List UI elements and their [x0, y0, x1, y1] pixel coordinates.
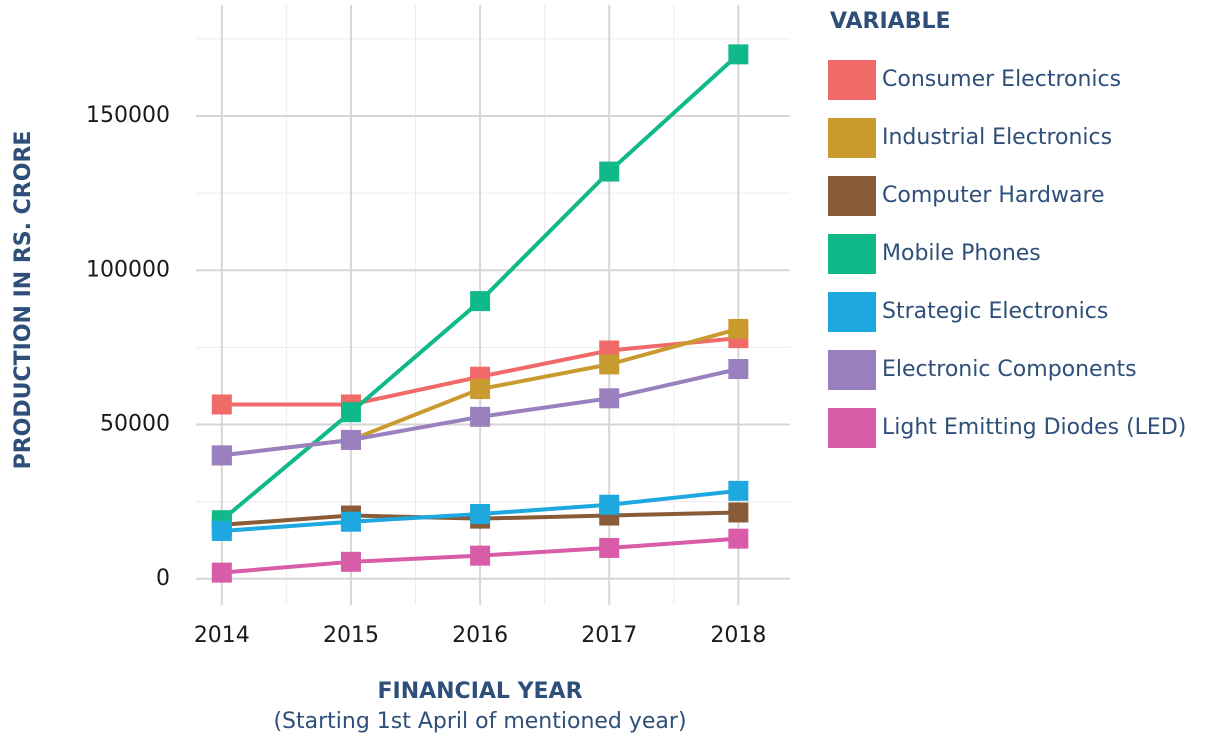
x-tick-label: 2016	[452, 623, 508, 648]
legend-label: Computer Hardware	[882, 183, 1105, 208]
legend-key	[828, 292, 876, 332]
point-marker	[470, 545, 491, 566]
point-marker	[470, 379, 491, 400]
point-marker	[340, 551, 361, 572]
point-marker	[728, 528, 749, 549]
point-marker	[599, 161, 620, 182]
legend-label: Consumer Electronics	[882, 67, 1121, 92]
point-marker	[728, 502, 749, 523]
point-marker	[340, 511, 361, 532]
legend-key	[828, 408, 876, 448]
point-marker	[728, 318, 749, 339]
point-marker	[211, 562, 232, 583]
point-marker	[728, 480, 749, 501]
point-marker	[599, 537, 620, 558]
point-marker	[599, 494, 620, 515]
y-tick-label: 0	[156, 566, 170, 591]
point-marker	[211, 445, 232, 466]
point-marker	[599, 388, 620, 409]
legend-key	[828, 118, 876, 158]
x-axis-note: (Starting 1st April of mentioned year)	[273, 709, 686, 734]
point-marker	[599, 354, 620, 375]
legend-title: VARIABLE	[830, 9, 951, 34]
point-marker	[728, 359, 749, 380]
x-tick-label: 2018	[710, 623, 766, 648]
point-marker	[340, 402, 361, 423]
legend-key	[828, 176, 876, 216]
y-tick-label: 150000	[86, 103, 170, 128]
y-tick-label: 50000	[100, 412, 170, 437]
x-tick-label: 2015	[323, 623, 379, 648]
point-marker	[728, 44, 749, 65]
y-tick-label: 100000	[86, 257, 170, 282]
legend-key	[828, 60, 876, 100]
point-marker	[340, 429, 361, 450]
legend-label: Electronic Components	[882, 357, 1137, 382]
legend-label: Industrial Electronics	[882, 125, 1112, 150]
x-tick-label: 2014	[194, 623, 250, 648]
point-marker	[211, 394, 232, 415]
y-axis-title: PRODUCTION IN RS. CRORE	[11, 131, 36, 470]
point-marker	[470, 291, 491, 312]
legend-label: Light Emitting Diodes (LED)	[882, 415, 1186, 440]
x-tick-label: 2017	[581, 623, 637, 648]
point-marker	[211, 520, 232, 541]
point-marker	[470, 503, 491, 524]
legend-label: Mobile Phones	[882, 241, 1041, 266]
point-marker	[470, 406, 491, 427]
legend-label: Strategic Electronics	[882, 299, 1108, 324]
legend-key	[828, 234, 876, 274]
x-axis-title: FINANCIAL YEAR	[377, 679, 582, 704]
legend-key	[828, 350, 876, 390]
